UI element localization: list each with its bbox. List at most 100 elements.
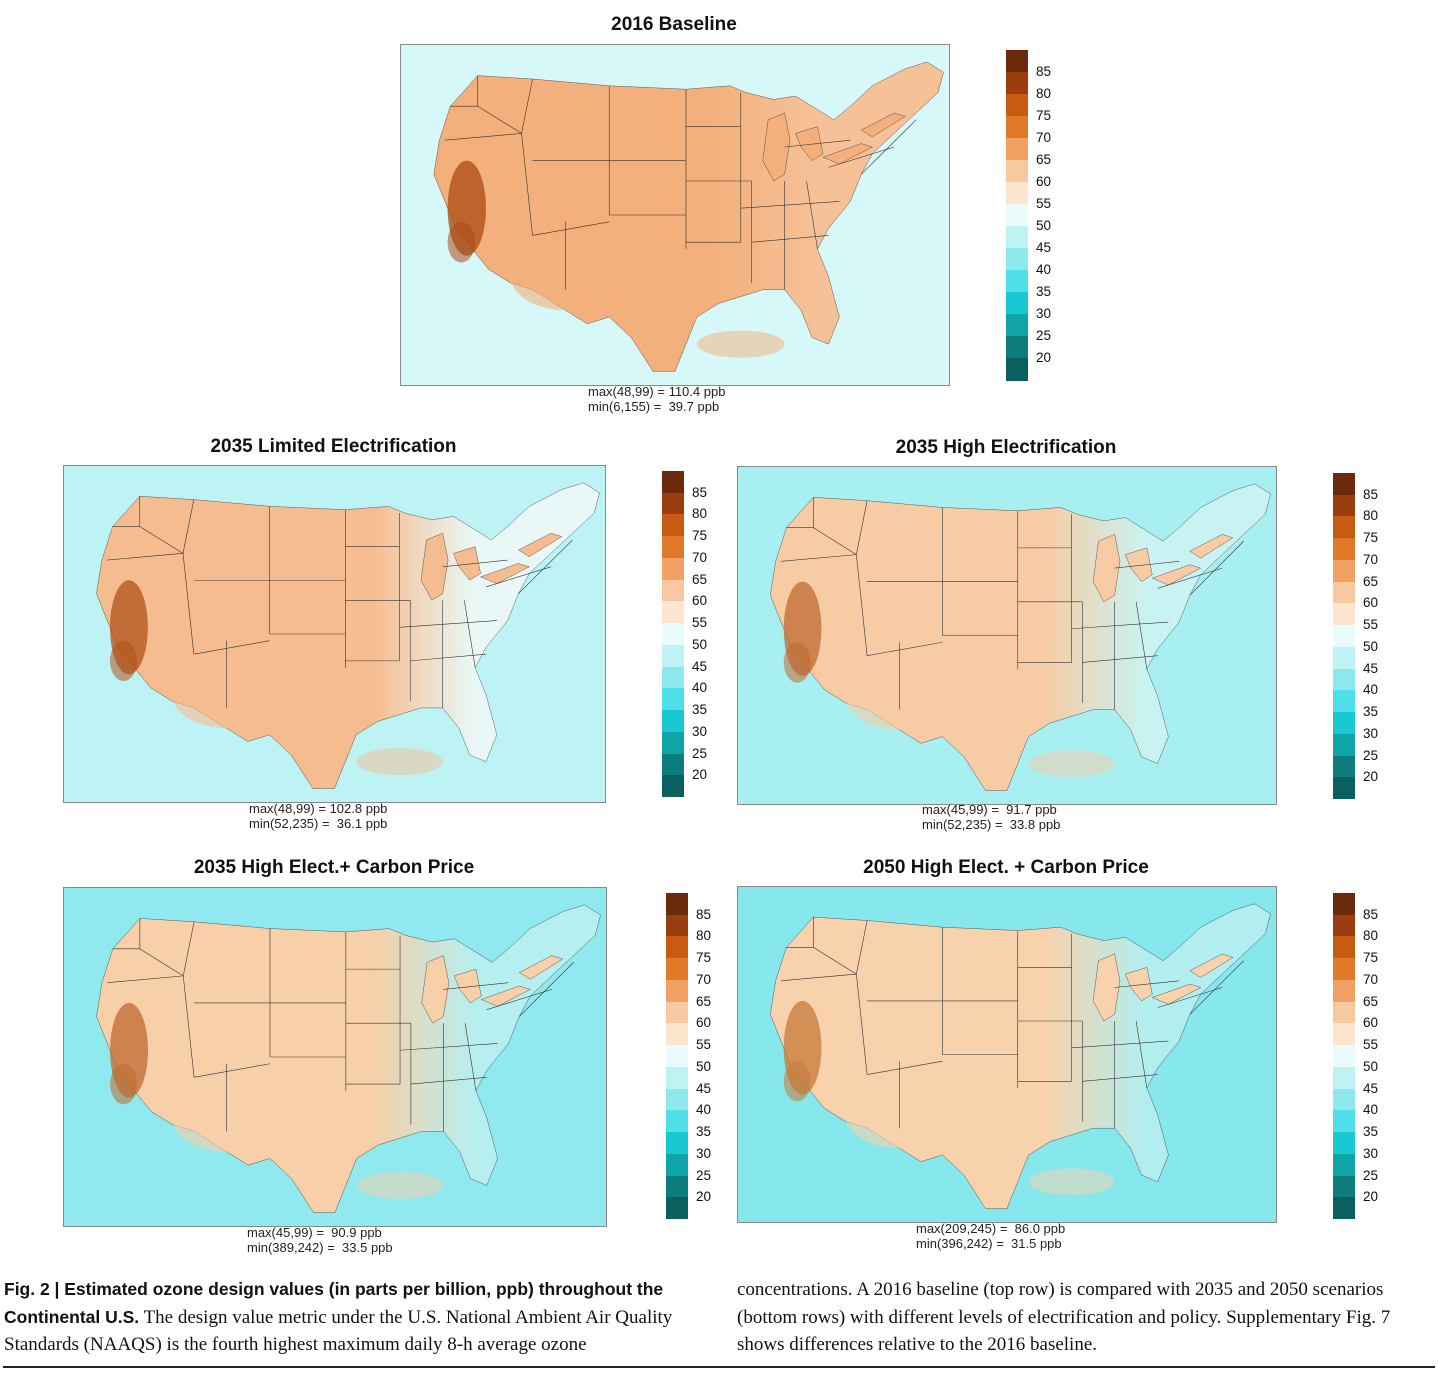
- colorbar-swatch: [1333, 979, 1355, 1003]
- colorbar-swatch: [1333, 1066, 1355, 1090]
- colorbar-label: 45: [696, 1080, 712, 1096]
- colorbar-label: 60: [692, 593, 708, 609]
- colorbar-label: 50: [1363, 1058, 1379, 1074]
- great-lake: [422, 956, 449, 1024]
- state-boundary: [107, 922, 194, 983]
- colorbar-swatch: [1333, 646, 1355, 670]
- colorbar-swatch: [666, 1197, 688, 1220]
- colorbar-label: 55: [1363, 1037, 1379, 1053]
- colorbar-label: 30: [1363, 1145, 1379, 1161]
- colorbar-swatch: [666, 936, 688, 959]
- colorbar-swatch: [666, 1045, 688, 1068]
- colorbar-label: 20: [696, 1189, 712, 1205]
- state-boundary: [399, 621, 496, 628]
- state-boundary: [867, 642, 942, 655]
- colorbar-label: 20: [1363, 769, 1379, 785]
- panel-stats-2050-carbon: max(209,245) = 86.0 ppb min(396,242) = 3…: [916, 1221, 1065, 1251]
- max-value: max(45,99) = 90.9 ppb: [247, 1225, 382, 1240]
- colorbar-label: 25: [1363, 747, 1379, 763]
- state-boundary: [140, 949, 183, 976]
- state-boundary: [465, 1023, 476, 1091]
- colorbar-label: 55: [1363, 617, 1379, 633]
- colorbar-swatch: [666, 958, 688, 981]
- colorbar-swatch: [1333, 690, 1355, 713]
- gulf-coast-ozone-region: [696, 330, 785, 358]
- colorbar-swatch: [666, 914, 688, 937]
- state-boundary: [533, 222, 610, 236]
- colorbar-label: 55: [1036, 196, 1052, 211]
- colorbar-label: 50: [1363, 638, 1379, 654]
- state-boundary: [478, 106, 522, 133]
- colorbar-label: 65: [692, 571, 708, 587]
- colorbar-label: 80: [696, 928, 712, 944]
- state-boundary: [1136, 602, 1147, 669]
- figure-caption-text: The design value metric under the U.S. N…: [4, 1306, 673, 1356]
- colorbar-swatch: [666, 1001, 688, 1024]
- state-boundary: [194, 641, 270, 654]
- colorbar-label: 75: [1363, 950, 1379, 966]
- colorbar-2035-carbon: 85 80 75 70 65 60 55 50 45 40 35 30 25 20: [666, 893, 726, 1220]
- great-lake: [1125, 548, 1152, 582]
- great-lake: [796, 127, 823, 161]
- southern-california-hotspot: [109, 640, 138, 682]
- state-boundary: [741, 201, 840, 208]
- colorbar-swatch: [1006, 204, 1028, 227]
- colorbar-swatch: [1333, 668, 1355, 691]
- colorbar-label: 20: [1363, 1189, 1379, 1205]
- colorbar-label: 45: [1036, 240, 1052, 255]
- colorbar-label: 35: [1363, 704, 1379, 720]
- state-boundary: [807, 181, 818, 249]
- state-boundary: [411, 1077, 487, 1084]
- great-lake: [1152, 984, 1200, 1004]
- colorbar-label: 65: [1363, 573, 1379, 589]
- state-boundary: [1158, 568, 1223, 588]
- colorbar-swatch: [662, 536, 684, 559]
- state-boundary: [1072, 1041, 1169, 1048]
- colorbar-label: 25: [692, 745, 708, 761]
- colorbar-label: 55: [692, 615, 708, 631]
- colorbar-swatch: [666, 1132, 688, 1155]
- colorbar-label: 60: [696, 1015, 712, 1031]
- colorbar-swatch: [1333, 1045, 1355, 1068]
- state-boundary: [410, 654, 486, 661]
- colorbar-label: 40: [1363, 682, 1379, 698]
- state-boundary: [518, 540, 572, 594]
- colorbar-2035-high: 85 80 75 70 65 60 55 50 45 40 35 30 25 20: [1333, 473, 1393, 800]
- colorbar-label: 80: [692, 506, 708, 522]
- state-boundary: [443, 560, 508, 567]
- colorbar-swatch: [1333, 1110, 1355, 1133]
- state-boundary: [785, 140, 851, 147]
- southern-california-hotspot: [447, 221, 475, 263]
- colorbar-swatch: [662, 666, 684, 689]
- colorbar-swatch: [1333, 494, 1355, 517]
- figure-caption-col2: concentrations. A 2016 baseline (top row…: [737, 1276, 1427, 1359]
- great-lake: [454, 969, 481, 1003]
- colorbar-label: 40: [1036, 262, 1052, 277]
- colorbar-swatch: [662, 492, 684, 515]
- colorbar-swatch: [666, 1153, 688, 1177]
- state-boundary: [183, 976, 194, 1077]
- ozone-map-2035-carbon: [63, 887, 607, 1227]
- great-lake: [421, 533, 448, 600]
- min-value: min(389,242) = 33.5 ppb: [247, 1240, 393, 1255]
- colorbar-swatch: [662, 623, 684, 646]
- panel-title-2035-high: 2035 High Electrification: [895, 437, 1117, 458]
- colorbar-swatch: [662, 710, 684, 733]
- southern-california-hotspot: [783, 1061, 811, 1102]
- colorbar-label: 85: [696, 906, 712, 922]
- colorbar-swatch: [1333, 914, 1355, 937]
- colorbar-swatch: [662, 557, 684, 581]
- min-value: min(396,242) = 31.5 ppb: [916, 1236, 1062, 1251]
- colorbar-swatch: [1333, 1197, 1355, 1220]
- colorbar-label: 35: [1036, 284, 1052, 299]
- colorbar-label: 50: [1036, 218, 1052, 233]
- great-lake: [454, 547, 481, 581]
- colorbar-label: 30: [1036, 306, 1052, 321]
- max-value: max(48,99) = 102.8 ppb: [249, 801, 388, 816]
- colorbar-swatch: [1333, 1132, 1355, 1155]
- colorbar-label: 35: [696, 1124, 712, 1140]
- gulf-coast-ozone-region: [1028, 1168, 1115, 1196]
- colorbar-label: 65: [1363, 993, 1379, 1009]
- panel-stats-2016-baseline: max(48,99) = 110.4 ppb min(6,155) = 39.7…: [588, 384, 725, 414]
- panel-title-2016-baseline: 2016 Baseline: [611, 14, 737, 35]
